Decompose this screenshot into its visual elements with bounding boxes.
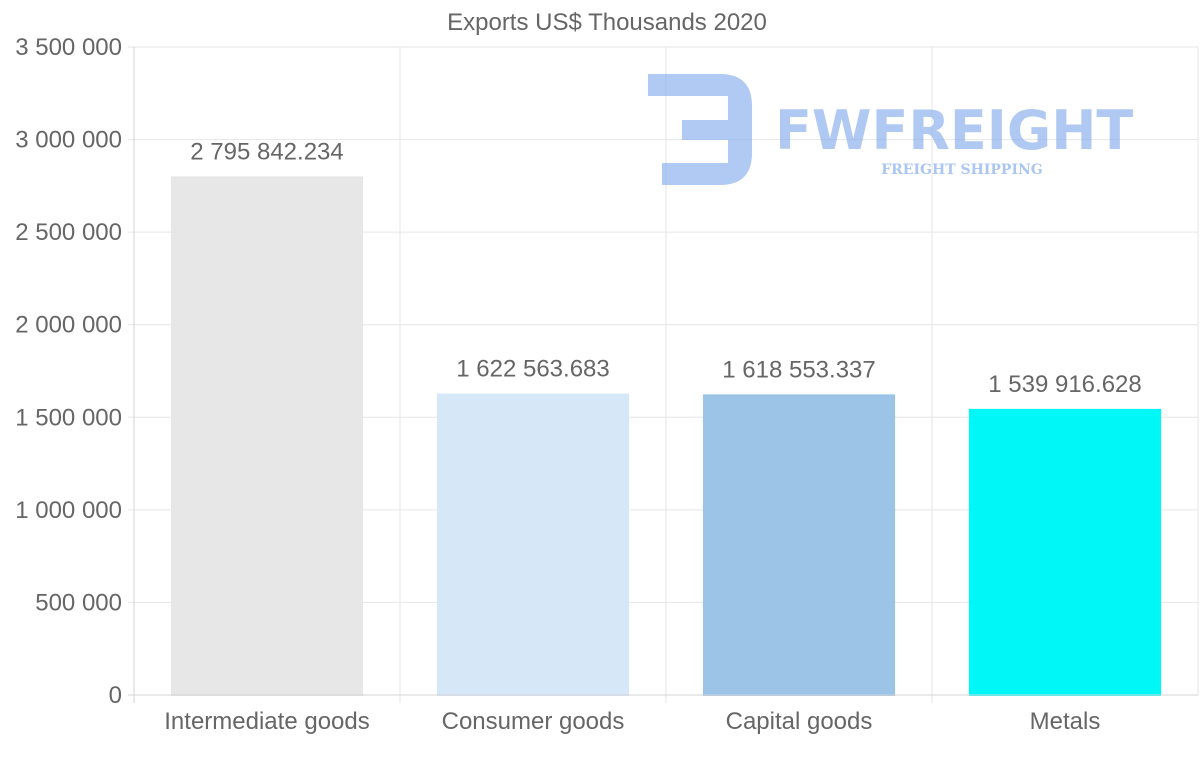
bar-value-label: 2 795 842.234 <box>190 138 343 165</box>
x-tick-label: Metals <box>1030 708 1101 735</box>
y-tick-label: 3 500 000 <box>15 34 122 61</box>
fwfreight-logo-icon <box>648 74 752 185</box>
bars: 2 795 842.234 1 622 563.683 1 618 553.337 1… <box>170 138 1162 697</box>
y-tick-label: 500 000 <box>35 589 122 616</box>
y-tick-label: 1 000 000 <box>15 497 122 524</box>
y-tick-label: 3 000 000 <box>15 127 122 154</box>
bar[interactable] <box>968 408 1162 696</box>
bar-value-label: 1 622 563.683 <box>456 356 609 383</box>
x-tick-label: Capital goods <box>726 708 873 735</box>
bar[interactable] <box>436 393 630 696</box>
watermark-tagline: FREIGHT SHIPPING <box>881 162 1043 178</box>
bar-value-label: 1 539 916.628 <box>988 371 1141 398</box>
x-tick-label: Consumer goods <box>442 708 625 735</box>
bar-value-label: 1 618 553.337 <box>722 356 875 383</box>
y-tick-label: 0 <box>109 682 122 709</box>
bar[interactable] <box>702 394 896 696</box>
y-tick-label: 2 000 000 <box>15 312 122 339</box>
x-tick-label: Intermediate goods <box>164 708 369 735</box>
chart-title: Exports US$ Thousands 2020 <box>447 9 767 36</box>
y-tick-label: 1 500 000 <box>15 404 122 431</box>
y-tick-label: 2 500 000 <box>15 219 122 246</box>
watermark-logo: FWFREIGHT FREIGHT SHIPPING <box>648 74 1133 185</box>
axes: 0 500 000 1 000 000 1 500 000 2 000 000 2 500… <box>15 34 1198 735</box>
watermark-brand: FWFREIGHT <box>775 99 1133 162</box>
bar[interactable] <box>170 176 364 697</box>
